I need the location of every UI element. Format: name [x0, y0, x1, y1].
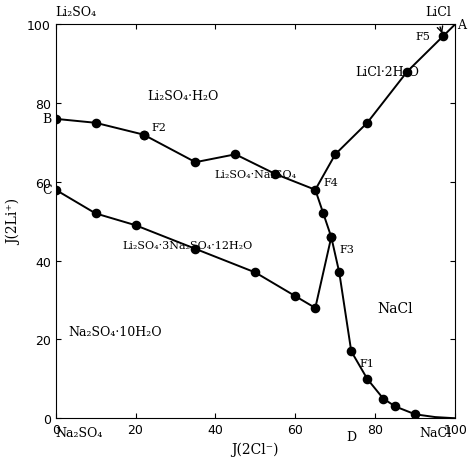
- Text: LiCl·2H₂O: LiCl·2H₂O: [355, 66, 419, 79]
- Point: [319, 210, 327, 218]
- Point: [191, 159, 199, 167]
- Text: Li₂SO₄·H₂O: Li₂SO₄·H₂O: [148, 89, 219, 102]
- Point: [252, 269, 259, 276]
- Point: [336, 269, 343, 276]
- Point: [328, 234, 335, 241]
- Text: C: C: [42, 184, 52, 197]
- Point: [232, 151, 239, 159]
- X-axis label: J(2Cl⁻): J(2Cl⁻): [232, 442, 279, 456]
- Text: Li₂SO₄: Li₂SO₄: [55, 6, 97, 19]
- Point: [272, 171, 279, 178]
- Text: NaCl: NaCl: [419, 426, 451, 439]
- Text: Li₂SO₄·Na₂SO₄: Li₂SO₄·Na₂SO₄: [214, 169, 296, 180]
- Point: [140, 131, 147, 139]
- Text: D: D: [346, 430, 356, 443]
- Point: [292, 293, 299, 300]
- Point: [364, 375, 371, 383]
- Text: F4: F4: [323, 177, 338, 188]
- Point: [392, 403, 399, 410]
- Text: F3: F3: [339, 244, 354, 254]
- Text: LiCl: LiCl: [425, 6, 451, 19]
- Point: [92, 120, 100, 127]
- Text: F1: F1: [359, 358, 374, 368]
- Text: F2: F2: [152, 123, 166, 132]
- Point: [140, 131, 147, 139]
- Point: [364, 120, 371, 127]
- Point: [379, 395, 387, 402]
- Point: [331, 151, 339, 159]
- Point: [311, 187, 319, 194]
- Point: [191, 245, 199, 253]
- Text: B: B: [42, 113, 52, 126]
- Point: [311, 305, 319, 312]
- Text: Li₂SO₄·3Na₂SO₄·12H₂O: Li₂SO₄·3Na₂SO₄·12H₂O: [122, 240, 253, 250]
- Text: A: A: [457, 19, 466, 32]
- Text: Na₂SO₄·10H₂O: Na₂SO₄·10H₂O: [69, 325, 163, 338]
- Point: [132, 222, 139, 230]
- Point: [52, 187, 59, 194]
- Point: [92, 210, 100, 218]
- Point: [328, 234, 335, 241]
- Text: Na₂SO₄: Na₂SO₄: [55, 426, 103, 439]
- Point: [403, 69, 411, 76]
- Point: [347, 348, 355, 355]
- Point: [411, 411, 419, 418]
- Point: [439, 33, 447, 41]
- Y-axis label: J(2Li⁺): J(2Li⁺): [7, 199, 21, 245]
- Point: [52, 116, 59, 123]
- Text: F5: F5: [415, 32, 430, 42]
- Text: NaCl: NaCl: [377, 301, 413, 315]
